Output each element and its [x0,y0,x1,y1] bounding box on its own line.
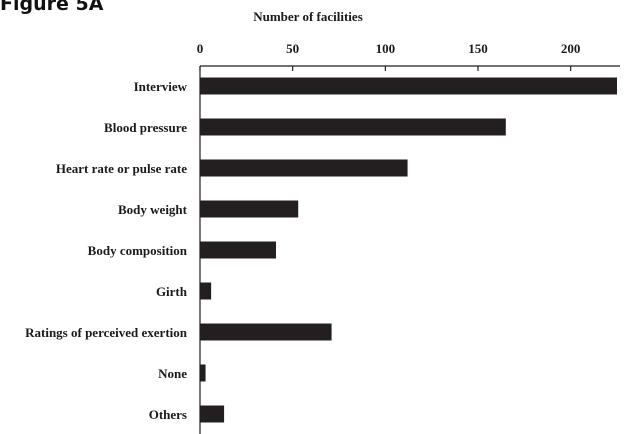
bar-body-weight [200,200,299,218]
bar-interview [200,77,617,95]
bar-girth [200,282,212,300]
category-label: Heart rate or pulse rate [56,161,187,176]
category-label: Girth [156,284,188,299]
category-label: Blood pressure [104,120,187,135]
category-labels: Interview Blood pressure Heart rate or pul… [25,79,188,422]
bar-others [200,405,225,423]
x-tick-label: 200 [561,41,581,56]
category-label: Body composition [88,243,188,258]
x-tick-label: 100 [376,41,396,56]
x-axis-label: Number of facilities [253,9,363,24]
bar-heart-rate-or-pulse-rate [200,159,408,177]
category-label: Others [149,407,187,422]
bar-ratings-of-perceived-exertion [200,323,332,341]
category-label: Body weight [118,202,188,217]
category-label: Interview [134,79,188,94]
category-label: Ratings of perceived exertion [25,325,188,340]
bar-body-composition [200,241,276,259]
x-ticks: 0 50 100 150 200 [197,41,581,71]
category-label: None [158,366,187,381]
bars [200,77,617,423]
x-tick-label: 50 [286,41,299,56]
x-tick-label: 150 [468,41,488,56]
bar-blood-pressure [200,118,506,136]
bar-none [200,364,206,382]
figure-label: Figure 5A [0,0,104,15]
x-tick-label: 0 [197,41,204,56]
